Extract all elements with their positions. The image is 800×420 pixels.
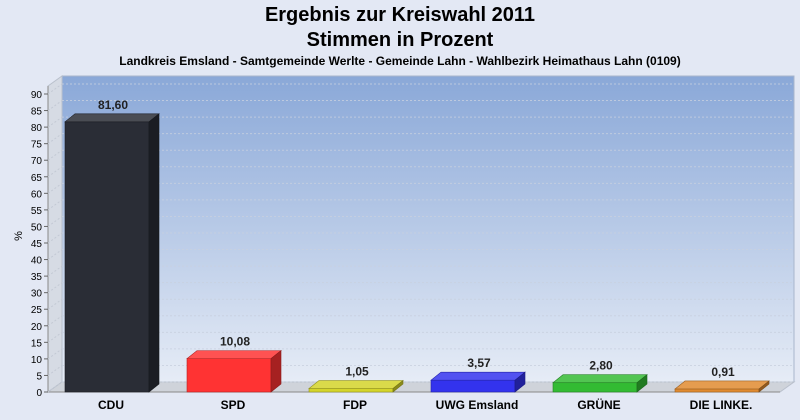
bar-value-label: 10,08 [220,335,250,349]
bar-side [270,349,282,393]
bar-value-label: 81,60 [98,98,128,112]
bar-top [186,350,282,359]
bar-front [64,121,150,393]
bar-top [674,380,770,390]
bar-cdu [64,113,160,393]
y-axis-label: % [13,231,25,241]
grid-line-side [47,315,63,327]
grid-line-side [47,116,63,128]
plot-side-wall [47,75,63,393]
grid-line-side [47,100,63,111]
chart-title: Ergebnis zur Kreiswahl 2011 [264,4,536,26]
bar-value-label: 0,91 [711,365,735,379]
bar-uwg-emsland [430,371,526,393]
y-tick-label: 75 [31,140,43,151]
grid-line-side [47,133,63,145]
bar-side [514,371,526,393]
bar-front [430,379,516,393]
bar-spd [186,349,282,393]
bar-top [552,374,648,384]
plot-back-wall [61,75,795,383]
y-tick-label: 20 [31,322,43,333]
bar-side [392,379,404,393]
x-tick-label: DIE LINKE. [690,398,753,412]
bar-front [186,358,272,393]
chart-title-line2: Stimmen in Prozent [306,29,494,51]
grid-line-side [47,249,63,260]
bar-die-linke- [674,380,770,393]
y-tick-label: 70 [31,156,43,167]
grid-line-side [47,348,63,360]
x-tick-label: GRÜNE [577,397,620,412]
grid-line-side [47,365,63,376]
y-tick-label: 90 [31,90,43,101]
y-tick-label: 85 [31,107,43,118]
chart-subtitle: Landkreis Emsland - Samtgemeinde Werlte … [119,54,681,68]
bar-top [430,371,526,381]
y-tick-label: 45 [31,239,43,250]
bar-side [636,374,648,393]
y-tick-label: 60 [31,189,43,200]
y-tick-label: 0 [36,388,42,399]
grid-line-side [47,199,63,211]
bar-front [308,388,394,393]
bar-value-label: 2,80 [589,359,613,373]
y-tick-label: 35 [31,272,43,283]
x-tick-label: FDP [343,398,367,412]
x-tick-label: UWG Emsland [436,398,519,412]
y-tick-label: 65 [31,173,43,184]
grid-line-side [47,216,63,227]
grid-line-side [47,282,63,294]
x-tick-label: SPD [221,398,246,412]
bar-top [64,113,160,123]
y-tick-label: 40 [31,256,43,267]
y-tick-label: 25 [31,305,43,316]
bar-top [308,380,404,389]
bar-fdp [308,379,404,393]
grid-line-side [47,331,63,343]
y-tick-label: 50 [31,222,43,233]
y-tick-label: 30 [31,289,43,300]
grid-line-side [47,83,63,95]
bar-value-label: 3,57 [467,356,491,370]
grid-line-side [47,298,63,310]
grid-line-side [47,182,63,194]
y-tick-label: 55 [31,206,43,217]
y-tick-label: 15 [31,338,43,349]
bar-side [148,113,160,393]
y-tick-label: 10 [31,355,43,366]
bar-grüne [552,374,648,393]
bar-front [674,388,760,393]
grid-line-side [47,166,63,178]
grid-line-side [47,232,63,244]
grid-line-side [47,381,63,393]
bar-value-label: 1,05 [345,365,369,379]
y-tick-label: 80 [31,123,43,134]
grid-line-side [47,265,63,277]
y-tick-label: 5 [36,371,42,382]
x-tick-label: CDU [98,398,124,412]
bar-side [758,380,770,393]
grid-line-side [47,149,63,161]
bar-front [552,382,638,393]
